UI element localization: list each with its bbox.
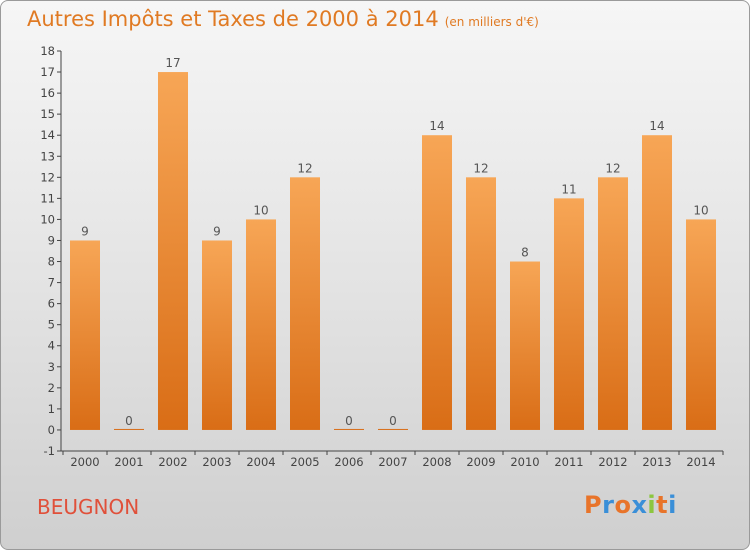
y-tick-label: 15 (40, 107, 55, 121)
bar-2004 (246, 219, 276, 430)
y-tick-label: 4 (48, 339, 55, 353)
x-tick-label-2008: 2008 (422, 455, 451, 469)
data-label-2012: 12 (605, 161, 620, 175)
bar-2008 (422, 135, 452, 430)
chart-title: Autres Impôts et Taxes de 2000 à 2014 (en… (27, 7, 539, 31)
data-label-2013: 14 (649, 119, 664, 133)
chart-subtitle: (en milliers d'€) (444, 15, 539, 29)
y-tick-label: 2 (48, 381, 55, 395)
location-name: BEUGNON (37, 495, 140, 519)
bar-2007 (378, 428, 408, 430)
logo-letter: r (602, 491, 615, 519)
bar-2000 (70, 240, 100, 430)
y-tick-label: 11 (40, 191, 55, 205)
chart-bars (70, 72, 716, 430)
data-label-2010: 8 (521, 246, 529, 260)
x-tick-label-2007: 2007 (378, 455, 407, 469)
x-tick-label-2006: 2006 (334, 455, 363, 469)
x-tick-label-2013: 2013 (642, 455, 671, 469)
logo-letter: o (614, 491, 632, 519)
y-tick-label: 12 (40, 170, 55, 184)
logo-letter: i (647, 491, 657, 519)
chart-labels: 9 2000 0 2001 17 2002 9 2003 10 2004 12 2005 0 2006 0 2… (70, 56, 715, 469)
data-label-2011: 11 (561, 182, 576, 196)
bar-2002 (158, 72, 188, 430)
y-tick-label: 3 (48, 360, 55, 374)
proxiti-logo: Proxiti (584, 491, 677, 519)
data-label-2006: 0 (345, 414, 353, 428)
data-label-2014: 10 (693, 203, 708, 217)
x-tick-label-2012: 2012 (598, 455, 627, 469)
x-tick-label-2000: 2000 (70, 455, 99, 469)
data-label-2002: 17 (165, 56, 180, 70)
x-tick-label-2009: 2009 (466, 455, 495, 469)
y-tick-label: 9 (48, 233, 55, 247)
x-tick-label-2014: 2014 (686, 455, 715, 469)
y-tick-label: 1 (48, 402, 55, 416)
data-label-2001: 0 (125, 414, 133, 428)
data-label-2004: 10 (253, 203, 268, 217)
bar-2014 (686, 219, 716, 430)
bar-2011 (554, 198, 584, 430)
bar-2010 (510, 261, 540, 430)
y-tick-label: -1 (44, 444, 55, 458)
x-tick-label-2002: 2002 (158, 455, 187, 469)
y-tick-label: 17 (40, 65, 55, 79)
data-label-2000: 9 (81, 224, 89, 238)
bar-2009 (466, 177, 496, 430)
y-tick-label: 13 (40, 149, 55, 163)
data-label-2003: 9 (213, 224, 221, 238)
logo-letter: x (631, 491, 648, 519)
y-tick-label: 10 (40, 212, 55, 226)
x-tick-label-2011: 2011 (554, 455, 583, 469)
y-tick-label: 6 (48, 297, 55, 311)
data-label-2005: 12 (297, 161, 312, 175)
bar-2006 (334, 428, 364, 430)
chart-title-text: Autres Impôts et Taxes de 2000 à 2014 (27, 7, 439, 31)
y-tick-label: 18 (40, 44, 55, 58)
logo-letter: P (584, 491, 603, 519)
x-tick-label-2005: 2005 (290, 455, 319, 469)
x-tick-label-2003: 2003 (202, 455, 231, 469)
data-label-2009: 12 (473, 161, 488, 175)
y-tick-label: 0 (48, 423, 55, 437)
logo-letter: i (668, 491, 677, 519)
logo-letter: t (656, 491, 669, 519)
y-tick-label: 14 (40, 128, 55, 142)
data-label-2008: 14 (429, 119, 444, 133)
x-tick-label-2001: 2001 (114, 455, 143, 469)
x-tick-label-2010: 2010 (510, 455, 539, 469)
data-label-2007: 0 (389, 414, 397, 428)
y-tick-label: 5 (48, 318, 55, 332)
bar-2012 (598, 177, 628, 430)
bar-2005 (290, 177, 320, 430)
y-tick-label: 7 (48, 276, 55, 290)
y-tick-label: 8 (48, 255, 55, 269)
bar-2013 (642, 135, 672, 430)
bar-2003 (202, 240, 232, 430)
y-tick-label: 16 (40, 86, 55, 100)
bar-2001 (114, 428, 144, 430)
x-tick-label-2004: 2004 (246, 455, 275, 469)
